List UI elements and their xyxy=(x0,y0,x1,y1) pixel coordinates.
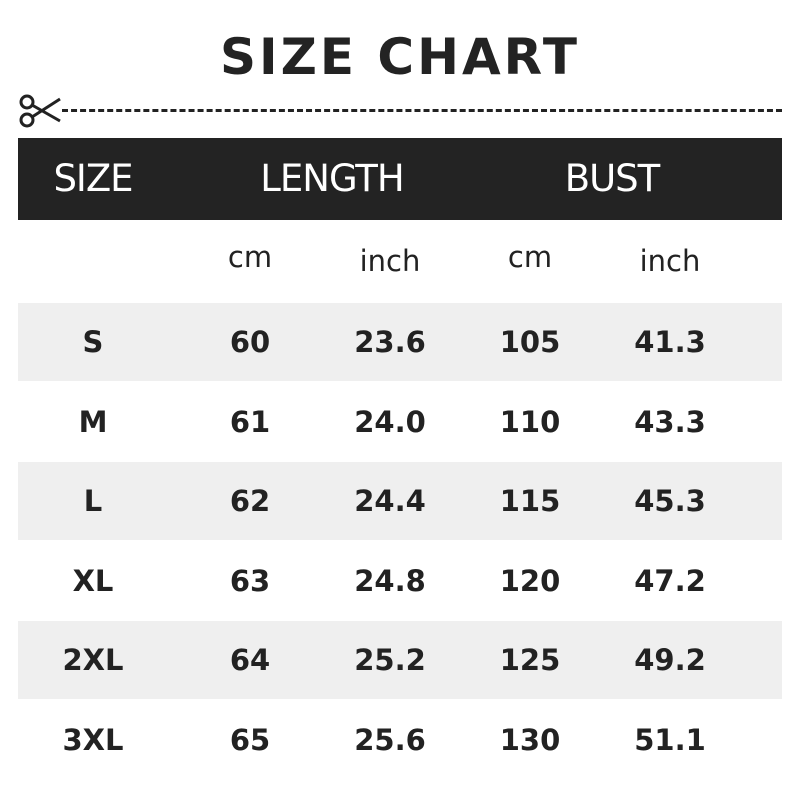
length-cm-cell: 62 xyxy=(229,484,271,518)
table-row: L 62 24.4 115 45.3 xyxy=(18,462,782,540)
table-row: 2XL 64 25.2 125 49.2 xyxy=(18,621,782,699)
table-row: XL 63 24.8 120 47.2 xyxy=(18,542,782,620)
length-inch-cell: 24.0 xyxy=(354,404,426,439)
header-bust: BUST xyxy=(564,157,661,200)
length-inch-cell: 25.6 xyxy=(354,722,426,757)
bust-inch-cell: 49.2 xyxy=(634,643,706,677)
table-header: SIZE LENGTH BUST xyxy=(18,138,782,220)
length-cm-cell: 61 xyxy=(229,404,271,439)
unit-length-inch: inch xyxy=(359,244,421,278)
size-cell: XL xyxy=(72,563,114,598)
length-cm-cell: 60 xyxy=(229,325,271,359)
bust-cm-cell: 130 xyxy=(499,722,561,757)
dashed-line xyxy=(62,109,782,112)
length-cm-cell: 64 xyxy=(229,643,271,677)
length-inch-cell: 25.2 xyxy=(354,643,426,677)
length-inch-cell: 23.6 xyxy=(354,325,426,359)
size-cell: 2XL xyxy=(62,643,124,677)
bust-cm-cell: 125 xyxy=(499,643,561,677)
unit-bust-cm: cm xyxy=(507,240,553,274)
bust-cm-cell: 110 xyxy=(499,404,561,439)
length-inch-cell: 24.4 xyxy=(354,484,426,518)
bust-cm-cell: 120 xyxy=(499,563,561,598)
bust-inch-cell: 47.2 xyxy=(634,563,706,598)
length-cm-cell: 63 xyxy=(229,563,271,598)
header-size: SIZE xyxy=(53,157,133,200)
table-row: M 61 24.0 110 43.3 xyxy=(18,383,782,461)
bust-cm-cell: 115 xyxy=(499,484,561,518)
header-length: LENGTH xyxy=(260,157,404,200)
length-cm-cell: 65 xyxy=(229,722,271,757)
size-cell: L xyxy=(83,484,103,518)
size-cell: M xyxy=(78,404,108,439)
unit-bust-inch: inch xyxy=(639,244,701,278)
bust-cm-cell: 105 xyxy=(499,325,561,359)
bust-inch-cell: 41.3 xyxy=(634,325,706,359)
units-row: cm inch cm inch xyxy=(18,222,782,300)
unit-length-cm: cm xyxy=(227,240,273,274)
table-row: S 60 23.6 105 41.3 xyxy=(18,303,782,381)
size-cell: S xyxy=(82,325,104,359)
bust-inch-cell: 43.3 xyxy=(634,404,706,439)
size-cell: 3XL xyxy=(62,722,124,757)
cut-line xyxy=(18,94,782,128)
bust-inch-cell: 51.1 xyxy=(634,722,706,757)
length-inch-cell: 24.8 xyxy=(354,563,426,598)
scissors-icon xyxy=(19,94,61,128)
bust-inch-cell: 45.3 xyxy=(634,484,706,518)
table-row: 3XL 65 25.6 130 51.1 xyxy=(18,701,782,779)
page-title: SIZE CHART xyxy=(219,28,581,86)
